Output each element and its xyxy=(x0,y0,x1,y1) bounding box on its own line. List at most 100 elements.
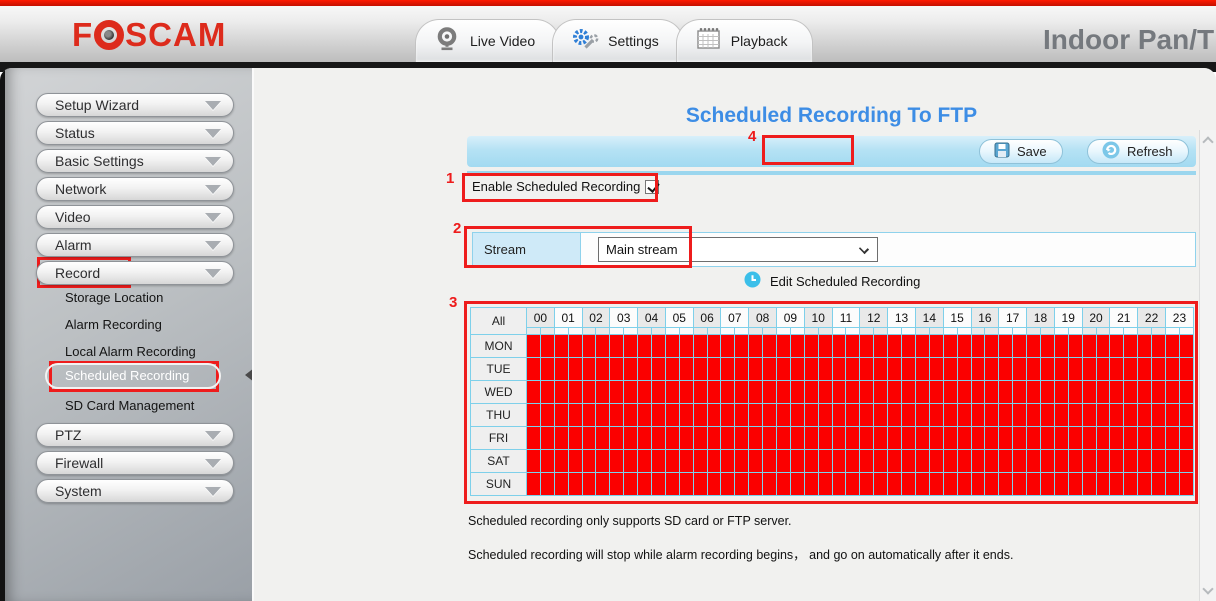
grid-cell[interactable] xyxy=(789,472,805,496)
grid-cell[interactable] xyxy=(776,380,791,404)
grid-cell[interactable] xyxy=(720,472,736,496)
grid-cell[interactable] xyxy=(956,426,972,450)
grid-halfhour-header[interactable] xyxy=(526,327,541,335)
grid-cell[interactable] xyxy=(567,334,583,358)
grid-cell[interactable] xyxy=(942,403,958,427)
grid-cell[interactable] xyxy=(748,357,764,381)
grid-cell[interactable] xyxy=(1151,357,1166,381)
grid-day-label-sat[interactable]: SAT xyxy=(470,449,527,473)
grid-cell[interactable] xyxy=(1137,472,1153,496)
grid-cell[interactable] xyxy=(734,472,750,496)
grid-cell[interactable] xyxy=(873,426,889,450)
grid-cell[interactable] xyxy=(1039,426,1055,450)
grid-cell[interactable] xyxy=(914,357,930,381)
grid-cell[interactable] xyxy=(1151,472,1166,496)
grid-cell[interactable] xyxy=(1178,380,1195,404)
grid-halfhour-header[interactable] xyxy=(664,327,680,335)
grid-cell[interactable] xyxy=(789,357,805,381)
grid-cell[interactable] xyxy=(526,334,541,358)
grid-halfhour-header[interactable] xyxy=(831,327,847,335)
grid-cell[interactable] xyxy=(734,380,750,404)
grid-day-label-tue[interactable]: TUE xyxy=(470,357,527,381)
grid-cell[interactable] xyxy=(651,472,666,496)
grid-halfhour-header[interactable] xyxy=(567,327,583,335)
grid-cell[interactable] xyxy=(1178,472,1195,496)
grid-cell[interactable] xyxy=(1067,334,1083,358)
grid-cell[interactable] xyxy=(776,403,791,427)
grid-cell[interactable] xyxy=(1109,334,1125,358)
grid-cell[interactable] xyxy=(1026,426,1041,450)
grid-cell[interactable] xyxy=(928,426,944,450)
grid-cell[interactable] xyxy=(581,403,597,427)
grid-day-label-thu[interactable]: THU xyxy=(470,403,527,427)
grid-cell[interactable] xyxy=(623,357,639,381)
grid-cell[interactable] xyxy=(845,357,861,381)
grid-hour-header[interactable]: 20 xyxy=(1081,307,1111,328)
grid-cell[interactable] xyxy=(1151,449,1166,473)
grid-cell[interactable] xyxy=(1053,472,1069,496)
grid-cell[interactable] xyxy=(1067,357,1083,381)
grid-cell[interactable] xyxy=(692,449,708,473)
schedule-grid[interactable]: All 00 01 02 03 04 05 06 07 08 09 10 11 12 13 14 15 16 17 1… xyxy=(470,307,1195,496)
grid-cell[interactable] xyxy=(845,403,861,427)
grid-cell[interactable] xyxy=(595,426,611,450)
grid-cell[interactable] xyxy=(928,472,944,496)
grid-halfhour-header[interactable] xyxy=(956,327,972,335)
grid-cell[interactable] xyxy=(970,426,986,450)
grid-cell[interactable] xyxy=(789,380,805,404)
grid-hour-header[interactable]: 06 xyxy=(692,307,722,328)
grid-cell[interactable] xyxy=(762,357,778,381)
grid-cell[interactable] xyxy=(526,357,541,381)
grid-cell[interactable] xyxy=(1026,403,1041,427)
grid-cell[interactable] xyxy=(887,357,903,381)
grid-cell[interactable] xyxy=(1123,449,1139,473)
grid-cell[interactable] xyxy=(873,334,889,358)
grid-select-all[interactable]: All xyxy=(470,307,527,335)
grid-cell[interactable] xyxy=(706,449,722,473)
grid-cell[interactable] xyxy=(609,472,625,496)
grid-cell[interactable] xyxy=(762,334,778,358)
grid-cell[interactable] xyxy=(609,380,625,404)
grid-hour-header[interactable]: 01 xyxy=(553,307,583,328)
grid-cell[interactable] xyxy=(914,472,930,496)
grid-cell[interactable] xyxy=(942,357,958,381)
grid-cell[interactable] xyxy=(1067,449,1083,473)
grid-cell[interactable] xyxy=(928,357,944,381)
grid-cell[interactable] xyxy=(789,403,805,427)
grid-cell[interactable] xyxy=(1109,357,1125,381)
stream-select[interactable]: Main stream xyxy=(598,237,878,262)
grid-cell[interactable] xyxy=(1178,334,1195,358)
grid-cell[interactable] xyxy=(914,426,930,450)
grid-cell[interactable] xyxy=(1053,426,1069,450)
grid-cell[interactable] xyxy=(1123,472,1139,496)
grid-halfhour-header[interactable] xyxy=(720,327,736,335)
grid-cell[interactable] xyxy=(1123,380,1139,404)
grid-cell[interactable] xyxy=(734,403,750,427)
grid-cell[interactable] xyxy=(692,426,708,450)
grid-cell[interactable] xyxy=(539,357,555,381)
grid-cell[interactable] xyxy=(720,357,736,381)
grid-cell[interactable] xyxy=(678,403,694,427)
grid-cell[interactable] xyxy=(845,426,861,450)
grid-halfhour-header[interactable] xyxy=(776,327,791,335)
grid-cell[interactable] xyxy=(1012,380,1028,404)
grid-cell[interactable] xyxy=(664,380,680,404)
grid-cell[interactable] xyxy=(873,357,889,381)
grid-cell[interactable] xyxy=(678,449,694,473)
grid-cell[interactable] xyxy=(1012,426,1028,450)
grid-cell[interactable] xyxy=(914,403,930,427)
grid-cell[interactable] xyxy=(748,380,764,404)
grid-halfhour-header[interactable] xyxy=(942,327,958,335)
grid-cell[interactable] xyxy=(817,449,833,473)
grid-cell[interactable] xyxy=(567,380,583,404)
grid-cell[interactable] xyxy=(831,403,847,427)
grid-cell[interactable] xyxy=(1053,357,1069,381)
tab-live-video[interactable]: Live Video xyxy=(415,19,561,62)
grid-cell[interactable] xyxy=(859,426,875,450)
grid-cell[interactable] xyxy=(1081,357,1097,381)
grid-cell[interactable] xyxy=(942,380,958,404)
grid-day-label-wed[interactable]: WED xyxy=(470,380,527,404)
grid-cell[interactable] xyxy=(720,334,736,358)
grid-cell[interactable] xyxy=(845,449,861,473)
grid-cell[interactable] xyxy=(845,380,861,404)
